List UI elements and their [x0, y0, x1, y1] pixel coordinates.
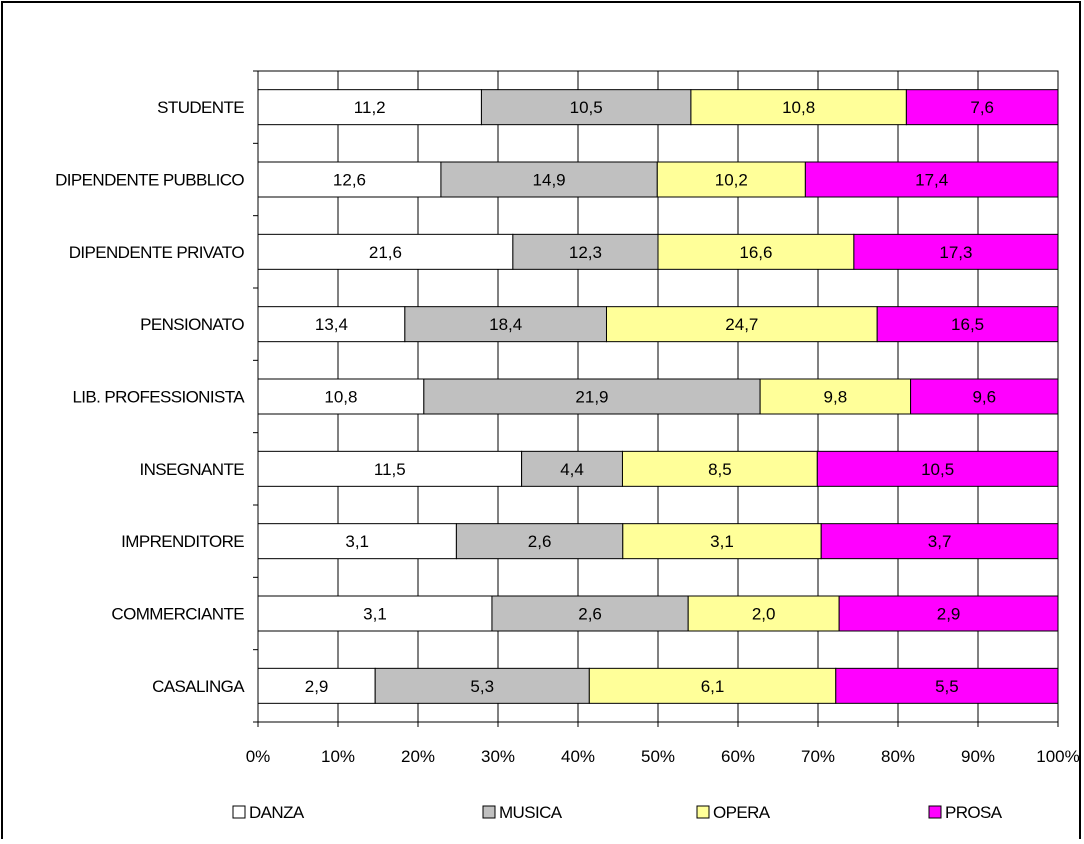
bar-segment [656, 161, 806, 198]
data-label: 21,9 [575, 388, 608, 407]
data-label: 3,1 [363, 605, 387, 624]
bar-segment [257, 523, 457, 560]
bar-segment [404, 306, 607, 343]
data-label: 7,6 [970, 98, 994, 117]
legend-swatch [232, 805, 246, 819]
data-label: 9,6 [972, 388, 996, 407]
bar-segment [687, 595, 840, 632]
data-label: 9,8 [824, 388, 848, 407]
x-tick-label: 80% [881, 747, 915, 766]
data-label: 11,5 [374, 460, 406, 479]
x-tick-label: 60% [721, 747, 755, 766]
data-label: 10,8 [324, 388, 357, 407]
bar-segment [759, 378, 912, 415]
legend-swatch [696, 805, 710, 819]
data-label: 10,5 [570, 98, 603, 117]
legend-label: MUSICA [499, 803, 563, 822]
x-tick-label: 100% [1036, 747, 1079, 766]
data-label: 6,1 [701, 677, 725, 696]
bar-segment [257, 161, 442, 198]
data-label: 16,6 [739, 243, 772, 262]
category-label: IMPRENDITORE [121, 532, 244, 551]
bar-segment [816, 450, 1059, 487]
data-label: 13,4 [315, 315, 348, 334]
data-label: 12,3 [569, 243, 602, 262]
data-label: 8,5 [708, 460, 732, 479]
category-label: INSEGNANTE [139, 460, 244, 479]
data-label: 2,9 [305, 677, 329, 696]
data-label: 5,5 [935, 677, 959, 696]
bar-segment [455, 523, 624, 560]
data-label: 17,3 [939, 243, 972, 262]
bar-segment [588, 667, 837, 704]
bar-segment [690, 89, 907, 126]
x-tick-label: 0% [246, 747, 271, 766]
legend-label: DANZA [249, 803, 305, 822]
bar-segment [491, 595, 689, 632]
bar-segment [835, 667, 1059, 704]
data-label: 2,6 [528, 532, 552, 551]
x-tick-label: 30% [481, 747, 515, 766]
data-label: 2,0 [752, 605, 776, 624]
legend-swatch [482, 805, 496, 819]
data-label: 24,7 [725, 315, 758, 334]
bar-segment [905, 89, 1059, 126]
bar-segment [480, 89, 692, 126]
x-tick-label: 20% [401, 747, 435, 766]
bar-segment [257, 595, 493, 632]
category-label: LIB. PROFESSIONISTA [72, 388, 245, 407]
data-label: 10,2 [715, 171, 748, 190]
data-label: 10,5 [921, 460, 954, 479]
category-label: COMMERCIANTE [111, 605, 244, 624]
data-label: 18,4 [489, 315, 522, 334]
bar-segment [657, 233, 855, 270]
category-label: DIPENDENTE PRIVATO [69, 243, 245, 262]
legend-label: PROSA [945, 803, 1003, 822]
bar-segment [440, 161, 658, 198]
data-label: 3,1 [710, 532, 734, 551]
bar-segment [257, 378, 425, 415]
bar-segment [838, 595, 1059, 632]
x-tick-label: 10% [321, 747, 355, 766]
stacked-bar-chart: 11,2 10,5 10,8 7,6 STUDENTE 12,6 14,9 10,2 17,4 D… [55, 70, 1080, 822]
data-label: 3,7 [928, 532, 952, 551]
bar-segment [521, 450, 623, 487]
data-label: 11,2 [354, 98, 386, 117]
bar-segment [512, 233, 659, 270]
data-label: 4,4 [560, 460, 584, 479]
bar-segment [374, 667, 590, 704]
bar-segment [621, 450, 818, 487]
legend-swatch [928, 805, 942, 819]
bar-segment [257, 450, 523, 487]
bar-segment [910, 378, 1059, 415]
x-tick-label: 50% [641, 747, 675, 766]
bar-segment [853, 233, 1059, 270]
data-label: 5,3 [470, 677, 494, 696]
x-tick-label: 40% [561, 747, 595, 766]
data-label: 21,6 [369, 243, 402, 262]
data-label: 17,4 [915, 171, 948, 190]
legend-label: OPERA [713, 803, 771, 822]
data-label: 14,9 [533, 171, 566, 190]
x-tick-label: 90% [961, 747, 995, 766]
data-label: 10,8 [782, 98, 815, 117]
data-label: 16,5 [951, 315, 984, 334]
data-label: 3,1 [345, 532, 369, 551]
bar-segment [804, 161, 1059, 198]
x-tick-label: 70% [801, 747, 835, 766]
bar-segment [876, 306, 1059, 343]
category-label: DIPENDENTE PUBBLICO [55, 171, 244, 190]
bar-segment [257, 89, 482, 126]
data-label: 12,6 [333, 171, 366, 190]
category-label: PENSIONATO [140, 315, 244, 334]
bar-segment [820, 523, 1059, 560]
data-label: 2,6 [578, 605, 602, 624]
category-label: STUDENTE [157, 98, 244, 117]
category-label: CASALINGA [152, 677, 245, 696]
bar-segment [257, 667, 376, 704]
data-label: 2,9 [937, 605, 961, 624]
